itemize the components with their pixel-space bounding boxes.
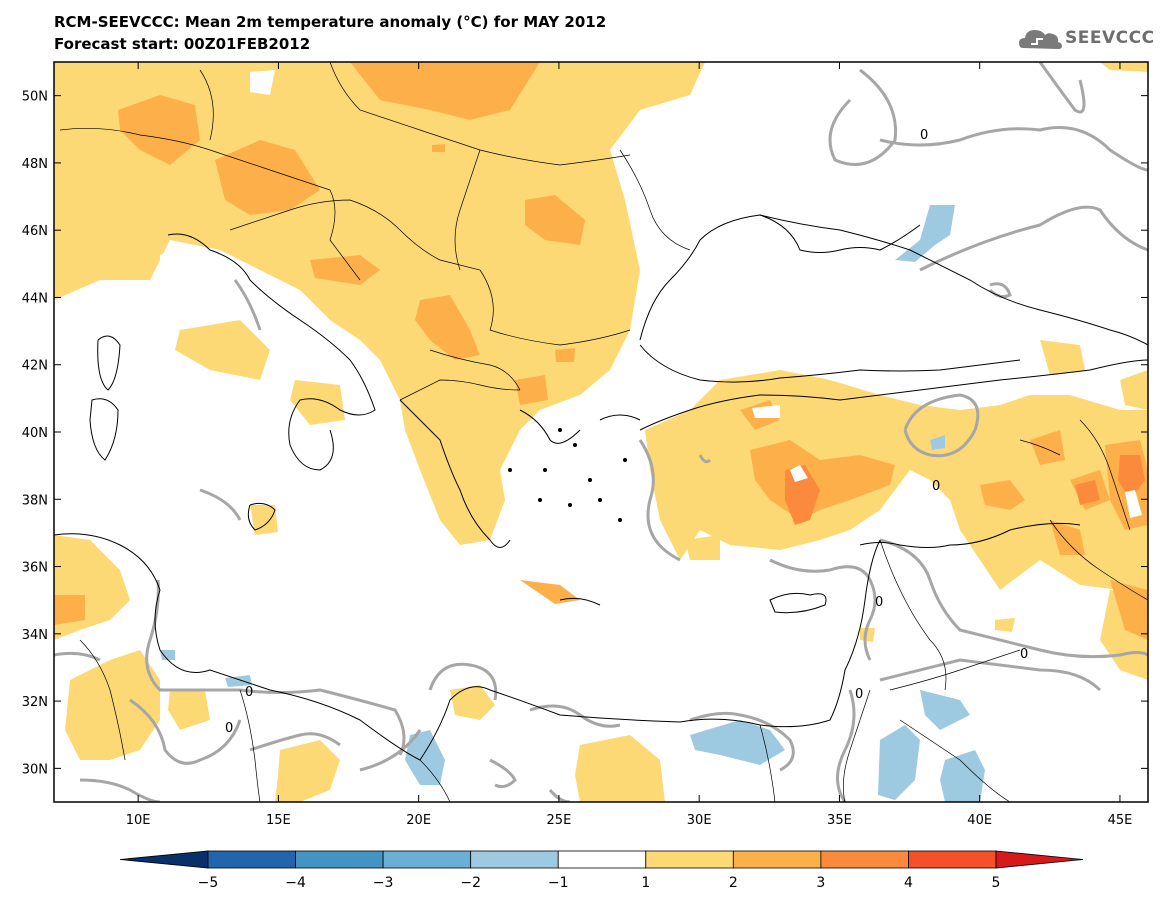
contour-label: 0 <box>855 687 863 702</box>
lon-tick-label: 30E <box>687 813 712 828</box>
colorbar-swatch <box>820 850 909 869</box>
colorbar-swatch <box>732 850 822 869</box>
map-plot-area: 0 0 0 0 0 0 0 <box>54 62 1148 802</box>
colorbar-label: 2 <box>729 875 738 891</box>
contour-labels: 0 0 0 0 0 0 0 <box>225 128 1028 736</box>
colorbar-label: −2 <box>460 875 481 891</box>
colorbar-swatch <box>470 850 559 869</box>
colorbar: −5 −4 −3 −2 −1 1 2 3 4 5 <box>119 850 1084 891</box>
contour-label: 0 <box>932 479 940 494</box>
colorbar-label: −1 <box>548 875 569 891</box>
colorbar-low-arrow <box>119 850 209 869</box>
colorbar-label: −5 <box>198 875 219 891</box>
lon-tick-label: 45E <box>1108 813 1133 828</box>
chart-title: RCM-SEEVCCC: Mean 2m temperature anomaly… <box>54 13 607 31</box>
contour-label: 0 <box>1020 647 1028 662</box>
lat-tick-label: 48N <box>22 157 48 172</box>
chart-subtitle: Forecast start: 00Z01FEB2012 <box>54 35 311 53</box>
zero-contours <box>54 62 1148 802</box>
colorbar-swatch <box>557 850 647 869</box>
lon-tick-label: 20E <box>406 813 431 828</box>
lat-tick-label: 46N <box>22 224 48 239</box>
logo-text: SEEVCCC <box>1065 28 1155 48</box>
lat-tick-label: 34N <box>22 628 48 643</box>
lon-tick-label: 35E <box>827 813 852 828</box>
lon-tick-label: 25E <box>547 813 572 828</box>
lon-tick-label: 10E <box>126 813 151 828</box>
colorbar-label: 1 <box>641 875 650 891</box>
lat-tick-label: 44N <box>22 291 48 306</box>
lat-tick-label: 38N <box>22 493 48 508</box>
cloud-icon <box>1019 30 1062 49</box>
anomaly-fill-2-3 <box>54 62 1148 640</box>
seevccc-logo: SEEVCCC <box>1017 22 1157 56</box>
anomaly-fill-1-2 <box>54 62 1148 802</box>
colorbar-high-arrow <box>995 850 1084 869</box>
contour-label: 0 <box>920 128 928 143</box>
colorbar-label: 5 <box>992 875 1001 891</box>
lat-tick-label: 42N <box>22 359 48 374</box>
anomaly-fill-minus1-minus2 <box>160 205 985 802</box>
country-borders <box>59 62 1148 802</box>
colorbar-swatch <box>382 850 472 869</box>
aegean-islands <box>508 428 627 522</box>
lon-tick-label: 40E <box>967 813 992 828</box>
contour-label: 0 <box>245 685 253 700</box>
anomaly-gaps <box>160 70 1142 518</box>
colorbar-swatch <box>645 850 734 869</box>
colorbar-swatch <box>908 850 997 869</box>
lat-tick-label: 30N <box>22 762 48 777</box>
contour-label: 0 <box>875 595 883 610</box>
colorbar-swatch <box>295 850 384 869</box>
colorbar-swatch <box>207 850 296 869</box>
colorbar-label: 4 <box>904 875 913 891</box>
latitude-axis: 50N 48N 46N 44N 42N 40N 38N 36N 34N 32N 30N <box>22 90 1148 777</box>
colorbar-label: 3 <box>816 875 825 891</box>
colorbar-label: −3 <box>373 875 394 891</box>
contour-label: 0 <box>225 721 233 736</box>
lat-tick-label: 40N <box>22 426 48 441</box>
coastlines <box>54 214 1148 761</box>
lon-tick-label: 15E <box>266 813 291 828</box>
lat-tick-label: 32N <box>22 695 48 710</box>
lat-tick-label: 50N <box>22 90 48 105</box>
longitude-axis: 10E 15E 20E 25E 30E 35E 40E 45E <box>126 62 1133 828</box>
colorbar-label: −4 <box>285 875 306 891</box>
lat-tick-label: 36N <box>22 561 48 576</box>
anomaly-fill-3-4 <box>785 455 1145 525</box>
